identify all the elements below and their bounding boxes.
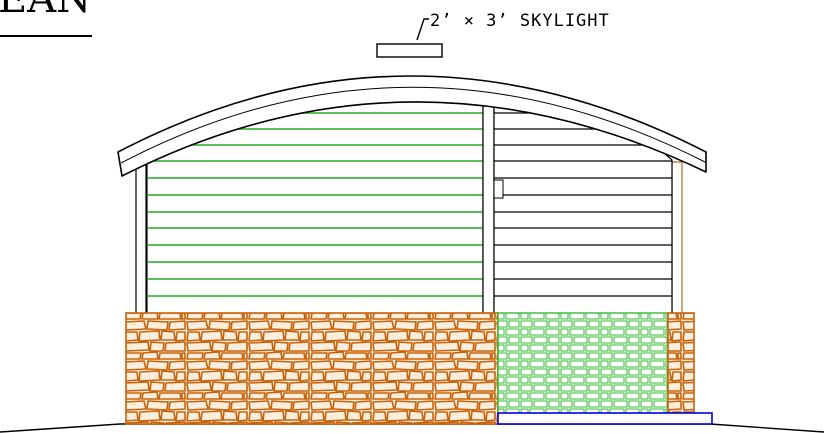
center-post	[482, 87, 495, 319]
stone-veneer-left	[125, 312, 499, 425]
left-post	[135, 159, 147, 319]
skylight-label: 2’ × 3’ SKYLIGHT	[430, 11, 610, 31]
entry-step	[497, 412, 713, 425]
roof-fascia-line	[120, 86, 706, 164]
skylight-icon	[376, 43, 443, 58]
drawing-title: EAN	[0, 0, 91, 22]
left-siding-panel	[146, 88, 484, 319]
stone-veneer-right	[667, 312, 695, 415]
tile-panel	[497, 312, 669, 415]
right-siding-panel	[493, 89, 673, 319]
right-post	[671, 161, 683, 319]
curved-roof	[117, 75, 707, 177]
door-hinge	[493, 179, 504, 199]
ground-line	[0, 423, 824, 433]
leader-line-icon	[416, 18, 429, 41]
